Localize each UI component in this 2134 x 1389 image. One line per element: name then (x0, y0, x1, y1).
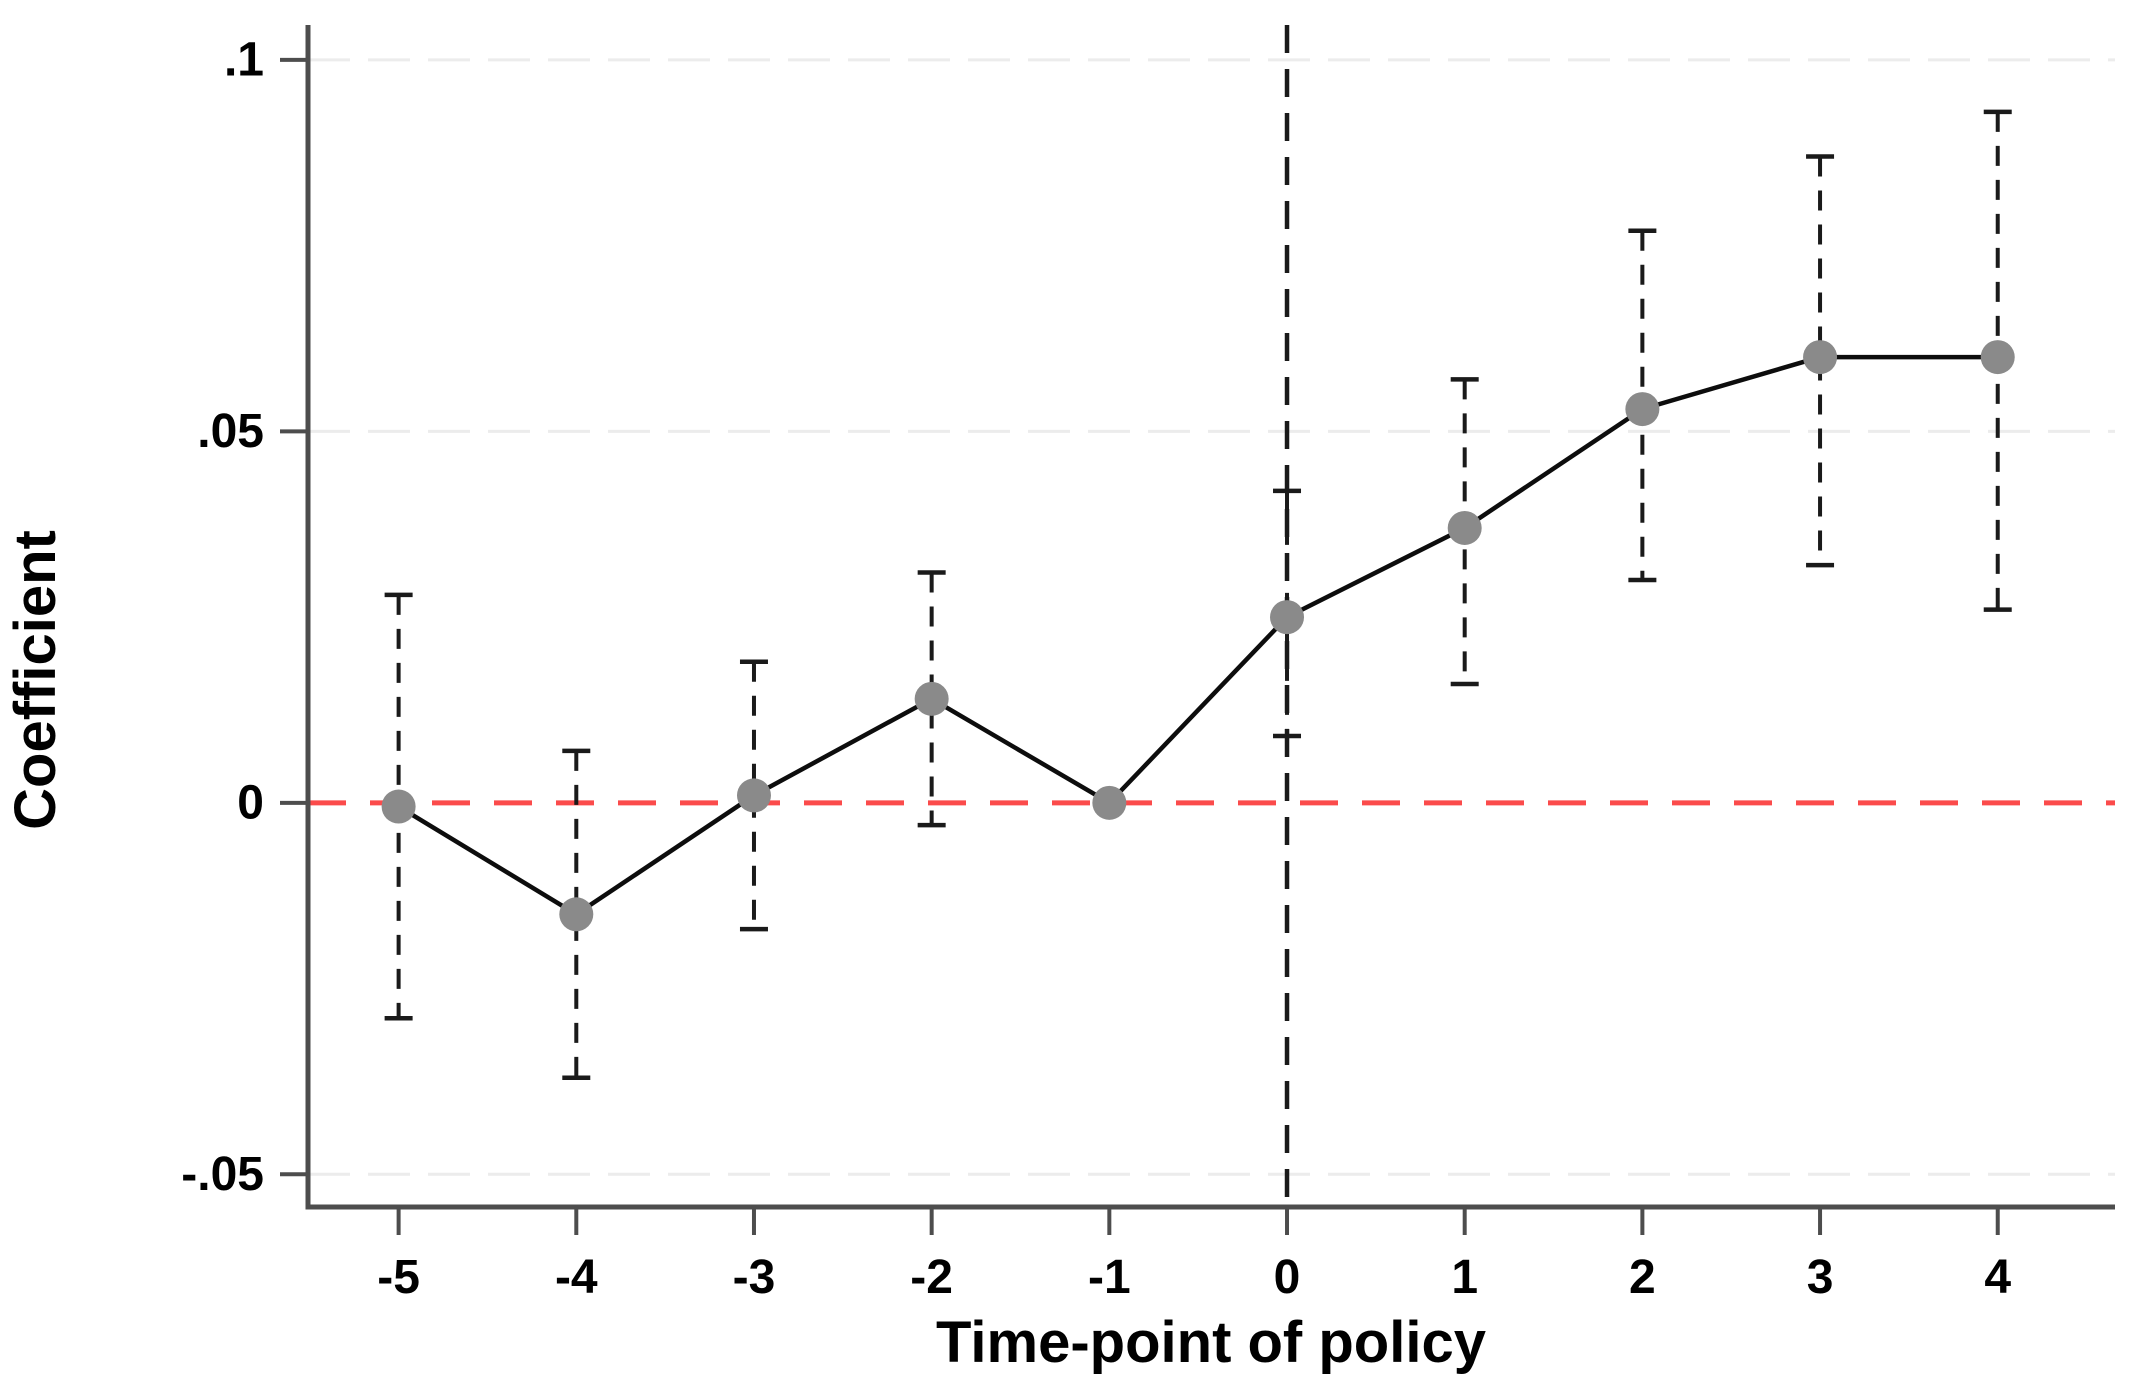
x-tick-label: 2 (1629, 1251, 1656, 1304)
data-point-marker (1980, 340, 2015, 375)
data-point-marker (559, 897, 594, 932)
x-tick-label: -5 (377, 1251, 420, 1304)
data-point-marker (1447, 510, 1482, 545)
data-point-marker (1803, 340, 1838, 375)
x-tick-label: -1 (1088, 1251, 1131, 1304)
y-tick-label: .1 (224, 33, 264, 86)
x-tick-label: -2 (910, 1251, 953, 1304)
x-tick-label: 4 (1984, 1251, 2011, 1304)
series-line (397, 354, 1998, 917)
y-tick-label: 0 (237, 776, 264, 829)
x-axis-title: Time-point of policy (936, 1310, 1486, 1375)
y-tick-label: -.05 (181, 1148, 264, 1201)
data-point-marker (1092, 785, 1127, 820)
y-axis-title: Coefficient (3, 530, 68, 830)
data-point-marker (1270, 600, 1305, 635)
x-tick-label: 0 (1274, 1251, 1301, 1304)
x-tick-label: -3 (733, 1251, 776, 1304)
y-tick-label: .05 (197, 405, 264, 458)
x-tick-label: 3 (1807, 1251, 1834, 1304)
x-tick-label: 1 (1451, 1251, 1478, 1304)
data-point-marker (914, 681, 949, 716)
data-point-marker (381, 789, 416, 824)
x-tick-label: -4 (555, 1251, 598, 1304)
data-point-marker (736, 778, 771, 813)
data-point-marker (1625, 392, 1660, 427)
